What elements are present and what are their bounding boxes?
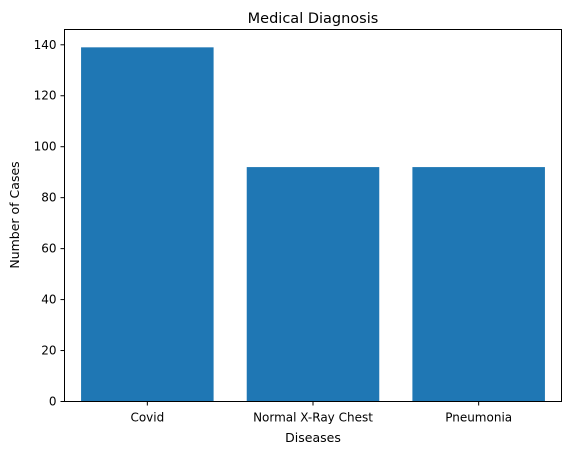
y-tick-label: 140 (34, 38, 57, 52)
bars-group (81, 47, 545, 402)
x-axis-label: Diseases (285, 430, 341, 445)
x-axis-ticks: Covid Normal X-Ray Chest Pneumonia (130, 401, 512, 425)
y-tick-label: 100 (34, 140, 57, 154)
bar-covid (81, 47, 214, 402)
y-tick-label: 60 (41, 242, 56, 256)
y-tick-label: 80 (41, 191, 56, 205)
x-tick-label: Normal X-Ray Chest (253, 411, 373, 425)
y-tick-label: 0 (49, 395, 57, 409)
y-tick-label: 20 (41, 344, 56, 358)
y-axis-ticks: 0 20 40 60 80 100 120 140 (34, 38, 65, 409)
chart-title: Medical Diagnosis (248, 11, 379, 27)
x-tick-label: Covid (130, 411, 164, 425)
y-tick-label: 40 (41, 293, 56, 307)
bar-pneumonia (412, 167, 545, 402)
y-tick-label: 120 (34, 89, 57, 103)
x-tick-label: Pneumonia (445, 411, 512, 425)
bar-normal-x-ray-chest (246, 167, 380, 402)
plot-frame (64, 29, 562, 402)
y-axis-label: Number of Cases (7, 161, 22, 268)
